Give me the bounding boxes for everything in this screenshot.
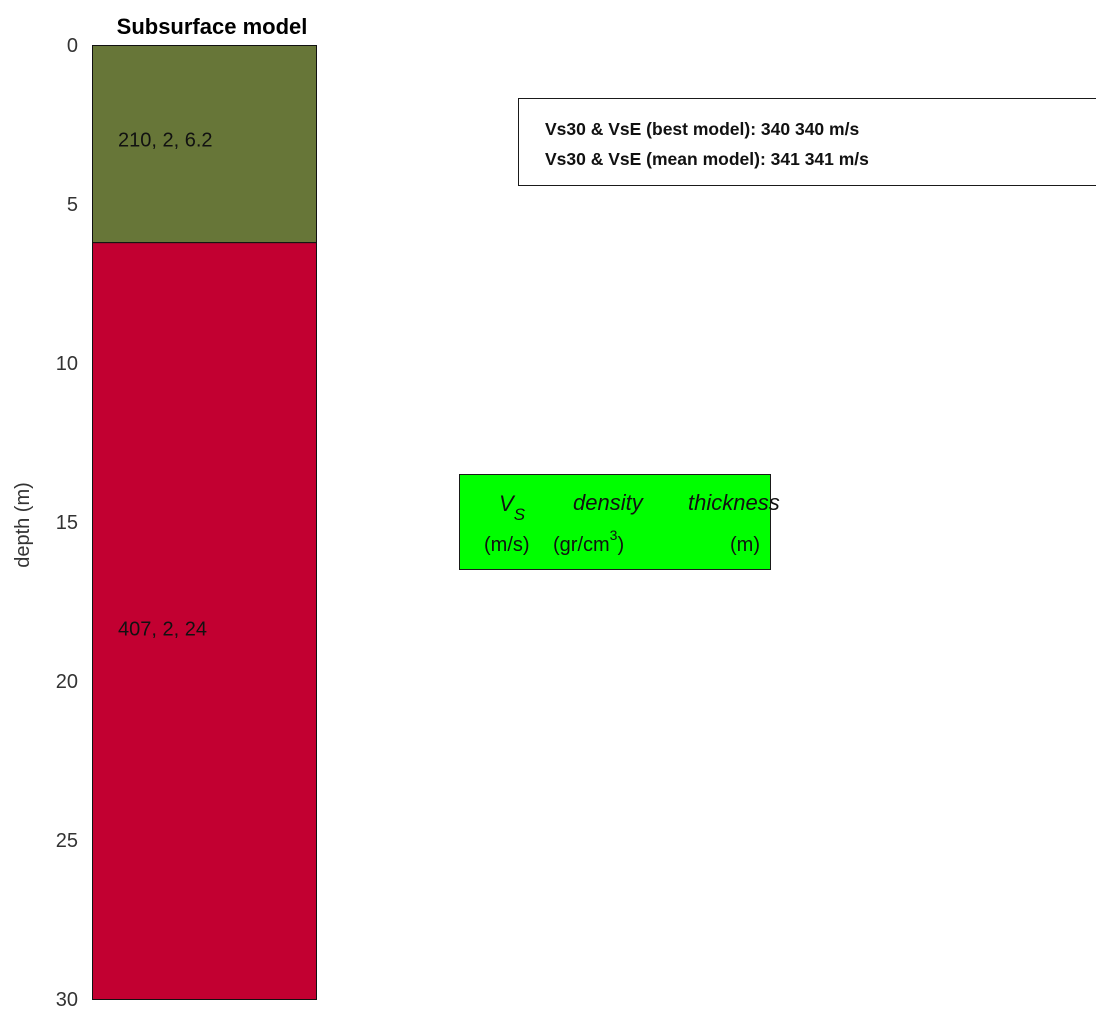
legend-density-heading: density (573, 490, 645, 515)
y-tick-label: 0 (67, 35, 78, 57)
legend-thickness-heading: thickness (688, 490, 780, 515)
vs30-best-text: Vs30 & VsE (best model): 340 340 m/s (545, 119, 859, 139)
vs30-info-box: Vs30 & VsE (best model): 340 340 m/s Vs3… (518, 98, 1096, 186)
layer-1-label: 210, 2, 6.2 (118, 130, 213, 152)
y-axis-label: depth (m) (12, 482, 34, 568)
y-tick-label: 20 (56, 671, 78, 693)
column-legend-box: VS density thickness (m/s) (gr/cm3) (m) (459, 474, 780, 570)
depth-axis: 0 5 10 15 20 25 30 (56, 35, 78, 1011)
y-tick-label: 10 (56, 353, 78, 375)
layer-2-bar (92, 242, 317, 1001)
layer-bars: 210, 2, 6.2 407, 2, 24 (92, 45, 317, 1001)
y-tick-label: 15 (56, 512, 78, 534)
y-tick-label: 25 (56, 830, 78, 852)
legend-thickness-unit: (m) (730, 534, 760, 556)
y-tick-label: 5 (67, 194, 78, 216)
legend-density-unit: (gr/cm3) (553, 527, 624, 556)
y-tick-label: 30 (56, 989, 78, 1011)
legend-vs-unit: (m/s) (484, 534, 530, 556)
layer-2-label: 407, 2, 24 (118, 619, 207, 641)
legend-vs-heading: VS (499, 491, 526, 524)
chart-title: Subsurface model (117, 14, 308, 39)
layer-1-bar (92, 45, 317, 244)
vs30-mean-text: Vs30 & VsE (mean model): 341 341 m/s (545, 149, 869, 169)
